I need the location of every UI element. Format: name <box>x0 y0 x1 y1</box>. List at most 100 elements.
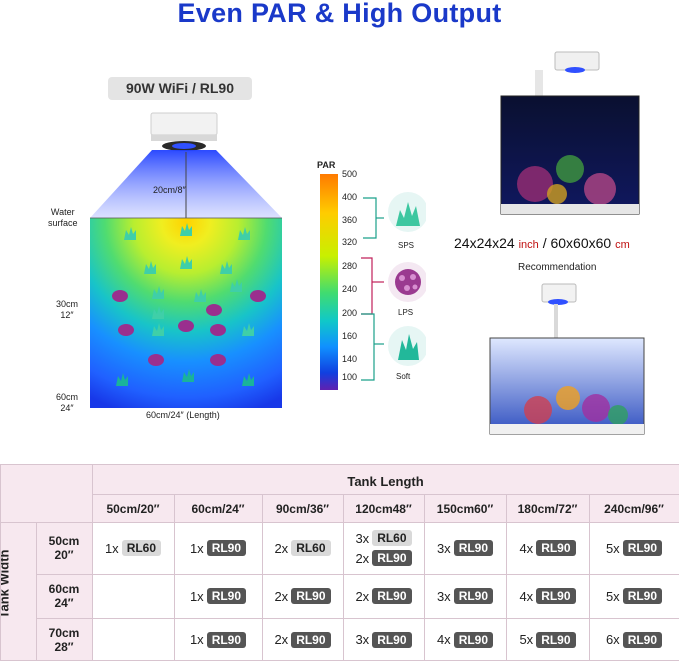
lps-coral-marker <box>148 354 164 366</box>
fixture-quantity: 2x <box>355 550 370 566</box>
column-header: 180cm/72″ <box>517 502 578 516</box>
fixture-quantity: 5x <box>605 540 620 556</box>
fixture-quantity: 1x <box>189 588 204 604</box>
beam-width-label: 20cm/8″ <box>153 185 186 195</box>
fixture-model-badge: RL90 <box>622 588 663 604</box>
lps-coral-marker <box>118 324 134 336</box>
table-border <box>0 464 1 661</box>
table-divider <box>424 494 425 661</box>
table-cell-entry: 2x RL90 <box>343 549 424 567</box>
fixture-quantity: 6x <box>605 632 620 647</box>
sps-bracket <box>363 197 377 239</box>
tank-size-cm: 60x60x60 <box>550 235 612 251</box>
table-divider <box>36 522 37 661</box>
fixture-model-badge: RL90 <box>291 631 331 648</box>
table-divider <box>36 618 679 619</box>
fixture-quantity: 5x <box>605 588 620 604</box>
column-header: 150cm60″ <box>436 502 494 516</box>
fixture-quantity: 2x <box>274 540 289 556</box>
sps-coral-marker <box>124 227 136 240</box>
lps-coral-marker <box>206 304 222 316</box>
table-cell-entry: 5x RL90 <box>589 587 679 605</box>
table-cell-entry: 3x RL60 <box>343 529 424 547</box>
sps-coral-marker <box>242 323 254 336</box>
column-header: 60cm/24″ <box>191 502 245 516</box>
length-label: 60cm/24″ (Length) <box>146 410 220 420</box>
table-divider <box>36 574 679 575</box>
par-tick-label: 140 <box>342 354 358 364</box>
soft-bracket <box>361 313 375 381</box>
lps-bracket <box>361 257 373 315</box>
table-divider <box>92 494 679 495</box>
par-color-bar <box>320 174 338 390</box>
water-surface-label: Water surface <box>48 207 78 228</box>
sps-coral-marker <box>238 227 250 240</box>
depth-60-label: 60cm 24″ <box>56 392 79 413</box>
depth-30-label: 30cm 12″ <box>56 299 79 320</box>
table-cell-entry: 2x RL90 <box>343 587 424 605</box>
column-header: 240cm/96″ <box>604 502 664 516</box>
fixture-quantity: 1x <box>104 540 119 556</box>
lps-coral-marker <box>250 290 266 302</box>
table-cell-entry: 5x RL90 <box>506 631 589 649</box>
table-cell-entry: 2x RL90 <box>262 587 343 605</box>
table-cell-entry: 2x RL90 <box>262 631 343 649</box>
row-header: 60cm 24″ <box>48 582 80 610</box>
table-divider <box>589 494 590 661</box>
fixture-quantity: 3x <box>436 540 451 556</box>
par-tick-label: 200 <box>342 308 358 318</box>
fixture-model-badge: RL90 <box>372 588 412 604</box>
sps-coral-marker <box>230 279 242 292</box>
table-border <box>0 464 679 465</box>
sps-coral-marker <box>144 261 156 274</box>
table-cell-entry: 6x RL90 <box>589 631 679 649</box>
table-divider <box>506 494 507 661</box>
sps-coral-marker <box>152 286 164 299</box>
row-header: 70cm 28″ <box>48 625 80 654</box>
table-cell-entry: 2x RL60 <box>262 539 343 557</box>
par-tick-label: 160 <box>342 331 358 341</box>
model-label: 90W WiFi / RL90 <box>108 77 252 100</box>
row-header: 50cm 20″ <box>48 534 80 562</box>
fixture-model-badge: RL90 <box>453 588 494 604</box>
soft-coral-marker <box>116 373 128 386</box>
tank-photo-bottom <box>489 283 645 435</box>
sps-coral-marker <box>152 323 164 336</box>
column-header: 120cm48″ <box>355 502 412 516</box>
tank-photo-top <box>500 51 640 215</box>
fixture-model-badge: RL90 <box>453 540 494 556</box>
lps-coral-marker <box>210 324 226 336</box>
table-cell-entry: 1x RL90 <box>174 631 262 649</box>
fixture-model-badge: RL90 <box>291 588 331 604</box>
soft-coral-marker <box>242 373 254 386</box>
par-tick-label: 360 <box>342 215 358 225</box>
sps-coral-marker <box>194 289 206 302</box>
fixture-model-badge: RL90 <box>372 550 412 566</box>
page-title: Even PAR & High Output <box>177 0 502 28</box>
sps-coral-marker <box>220 261 232 274</box>
fixture-quantity: 5x <box>519 632 534 647</box>
fixture-model-badge: RL90 <box>622 631 663 648</box>
fixture-model-badge: RL90 <box>453 631 494 648</box>
table-divider <box>174 494 175 661</box>
soft-label: Soft <box>396 372 411 381</box>
par-tick-label: 240 <box>342 284 358 294</box>
light-fixture <box>150 112 218 136</box>
tank-size-inch-unit: inch <box>518 239 539 251</box>
fixture-quantity: 3x <box>436 588 451 604</box>
fixture-model-badge: RL60 <box>121 540 162 556</box>
sps-coral-marker <box>152 306 164 319</box>
fixture-quantity: 3x <box>355 632 370 647</box>
table-divider <box>343 494 344 661</box>
par-tick-label: 400 <box>342 192 358 202</box>
recommendation-table: Tank Length Tank Width 50cm/20″ 60cm/24″ 9… <box>0 464 679 661</box>
table-cell-entry: 5x RL90 <box>589 539 679 557</box>
table-row-header-bg <box>0 522 92 661</box>
par-tick-label: 100 <box>342 372 358 382</box>
table-divider <box>92 464 93 661</box>
fixture-quantity: 2x <box>355 588 370 604</box>
table-divider <box>262 494 263 661</box>
fixture-quantity: 4x <box>519 540 534 556</box>
fixture-model-badge: RL90 <box>536 588 576 604</box>
par-scale <box>320 174 426 390</box>
